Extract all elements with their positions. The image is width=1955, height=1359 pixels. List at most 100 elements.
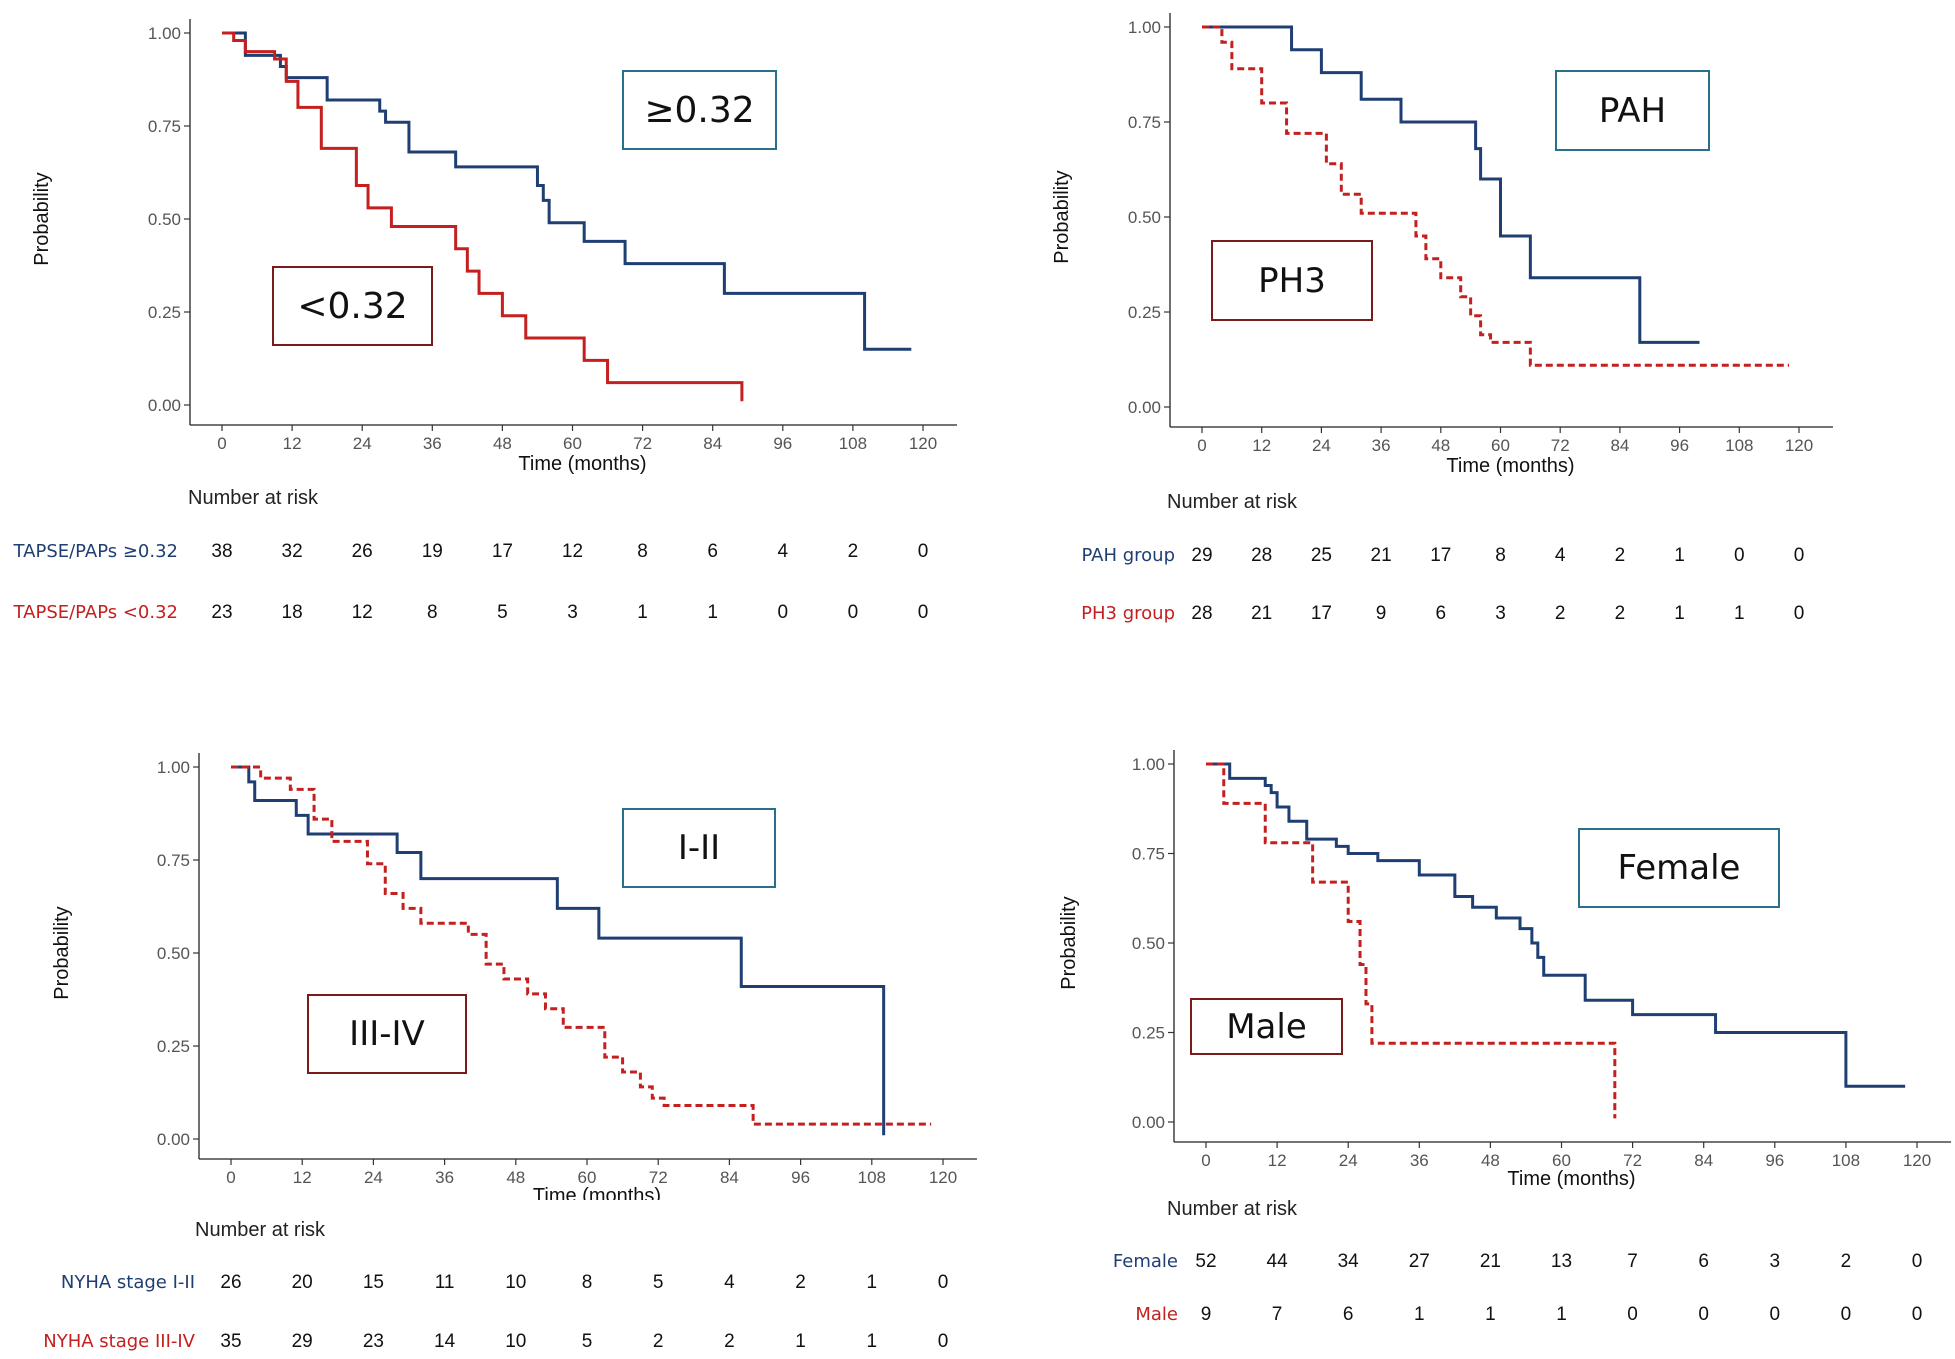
risk-row: PAH group 29 28 25 21 17 8 4 2 1 0 0 [1020, 545, 1955, 571]
risk-cell: 17 [1310, 603, 1332, 624]
risk-cell: 1 [1674, 603, 1685, 624]
km-panel-pah-ph3: 0.00 0.25 0.50 0.75 1.00 0 12 24 36 48 60 72 84 96 108… [1020, 0, 1955, 670]
x-axis-title: Time (months) [533, 1185, 661, 1200]
legend-box-male: Male [1190, 998, 1343, 1055]
x-tick-label: 24 [353, 434, 372, 453]
risk-cell: 0 [847, 602, 859, 623]
risk-cell: 7 [1271, 1304, 1283, 1325]
risk-cell: 1 [707, 602, 718, 623]
risk-row-label: NYHA stage III-IV [43, 1331, 195, 1352]
risk-row: NYHA stage I-II 26 20 15 11 10 8 5 4 2 1 0 [0, 1272, 978, 1298]
y-tick-label: 0.25 [1132, 1024, 1165, 1043]
km-curve-group-a [1206, 762, 1906, 1088]
risk-row-label: Male [1135, 1304, 1178, 1325]
risk-cell: 0 [937, 1272, 949, 1293]
x-tick-label: 48 [493, 434, 512, 453]
y-tick-label: 0.50 [1132, 934, 1165, 953]
risk-cell: 44 [1266, 1251, 1288, 1272]
x-tick-label: 60 [563, 434, 582, 453]
risk-cell: 0 [917, 541, 929, 562]
y-axis-title: Probability [1051, 170, 1073, 263]
risk-cell: 14 [434, 1331, 456, 1352]
x-tick-label: 120 [1903, 1151, 1931, 1170]
risk-cell: 10 [505, 1272, 527, 1293]
risk-cell: 3 [1495, 603, 1506, 624]
risk-cell: 5 [497, 602, 508, 623]
risk-cell: 6 [707, 541, 718, 562]
risk-cell: 19 [421, 541, 443, 562]
x-tick-label: 0 [1201, 1151, 1210, 1170]
y-tick-label: 1.00 [157, 758, 190, 777]
x-tick-label: 48 [506, 1168, 525, 1187]
risk-cell: 0 [1698, 1304, 1709, 1325]
risk-table-title: Number at risk [195, 1219, 326, 1241]
km-plot: 0.00 0.25 0.50 0.75 1.00 0 12 24 36 48 60 72 84 96 108… [1058, 750, 1951, 1190]
x-tick-label: 84 [703, 434, 722, 453]
x-tick-label: 24 [364, 1168, 383, 1187]
legend-box-i-ii: I-II [622, 808, 776, 888]
risk-cell: 8 [581, 1272, 593, 1293]
x-tick-label: 84 [720, 1168, 739, 1187]
legend-box-low: <0.32 [272, 266, 433, 346]
risk-cell: 6 [1342, 1304, 1354, 1325]
x-tick-label: 12 [1268, 1151, 1287, 1170]
x-tick-label: 108 [1832, 1151, 1860, 1170]
risk-cell: 2 [1614, 545, 1626, 566]
risk-cell: 38 [211, 541, 233, 562]
x-tick-label: 72 [649, 1168, 668, 1187]
y-axis-title: Probability [1058, 896, 1080, 989]
risk-table-title: Number at risk [1167, 1198, 1298, 1220]
x-axis-title: Time (months) [1446, 455, 1574, 477]
risk-cell: 0 [777, 602, 789, 623]
km-panel-nyha: 0.00 0.25 0.50 0.75 1.00 0 12 24 36 48 60 72 84 96 108… [0, 720, 978, 1359]
x-tick-label: 60 [578, 1168, 597, 1187]
km-curve-group-a [231, 765, 886, 1136]
risk-cell: 13 [1550, 1251, 1573, 1272]
y-tick-label: 0.75 [1132, 845, 1165, 864]
risk-row: Female 52 44 34 27 21 13 7 6 3 2 0 [1020, 1251, 1955, 1277]
x-tick-label: 120 [929, 1168, 957, 1187]
risk-cell: 23 [362, 1331, 384, 1352]
km-panel-tapse-paps: 0.00 0.25 0.50 0.75 1.00 0 12 24 36 48 60 72 84 96 108… [0, 0, 978, 670]
risk-cell: 0 [1734, 545, 1745, 566]
risk-cell: 1 [637, 602, 648, 623]
risk-cell: 5 [652, 1272, 664, 1293]
km-curve-group-b [1202, 25, 1790, 367]
risk-cell: 4 [1554, 545, 1566, 566]
risk-cell: 8 [427, 602, 438, 623]
x-tick-label: 96 [791, 1168, 810, 1187]
legend-box-high: ≥0.32 [622, 70, 777, 150]
x-tick-label: 12 [293, 1168, 312, 1187]
risk-row-label: NYHA stage I-II [60, 1272, 195, 1293]
x-tick-label: 0 [217, 434, 226, 453]
x-tick-label: 120 [909, 434, 937, 453]
risk-cell: 21 [1370, 545, 1392, 566]
y-tick-label: 1.00 [1132, 755, 1165, 774]
x-tick-label: 0 [226, 1168, 235, 1187]
risk-row-label: TAPSE/PAPs ≥0.32 [13, 541, 178, 562]
y-tick-label: 0.00 [148, 396, 181, 415]
x-tick-label: 24 [1312, 436, 1331, 455]
risk-cell: 7 [1627, 1251, 1638, 1272]
x-tick-label: 36 [1410, 1151, 1429, 1170]
km-panel-sex: 0.00 0.25 0.50 0.75 1.00 0 12 24 36 48 60 72 84 96 108… [1020, 720, 1955, 1359]
km-curve-group-b [1206, 762, 1617, 1119]
risk-cell: 8 [637, 541, 648, 562]
risk-cell: 0 [1911, 1304, 1923, 1325]
x-tick-label: 48 [1431, 436, 1450, 455]
x-tick-label: 36 [435, 1168, 454, 1187]
risk-cell: 1 [1674, 545, 1685, 566]
risk-row: Male 9 7 6 1 1 1 0 0 0 0 0 [1020, 1304, 1955, 1330]
risk-cell: 35 [220, 1331, 242, 1352]
x-tick-label: 48 [1481, 1151, 1500, 1170]
x-tick-label: 60 [1491, 436, 1510, 455]
risk-cell: 0 [1627, 1304, 1638, 1325]
risk-cell: 5 [581, 1331, 593, 1352]
risk-cell: 52 [1195, 1251, 1217, 1272]
y-tick-label: 1.00 [148, 24, 181, 43]
risk-cell: 17 [491, 541, 513, 562]
risk-cell: 23 [211, 602, 233, 623]
legend-box-iii-iv: III-IV [307, 994, 467, 1074]
risk-cell: 12 [561, 541, 584, 562]
y-tick-label: 0.50 [1128, 208, 1161, 227]
